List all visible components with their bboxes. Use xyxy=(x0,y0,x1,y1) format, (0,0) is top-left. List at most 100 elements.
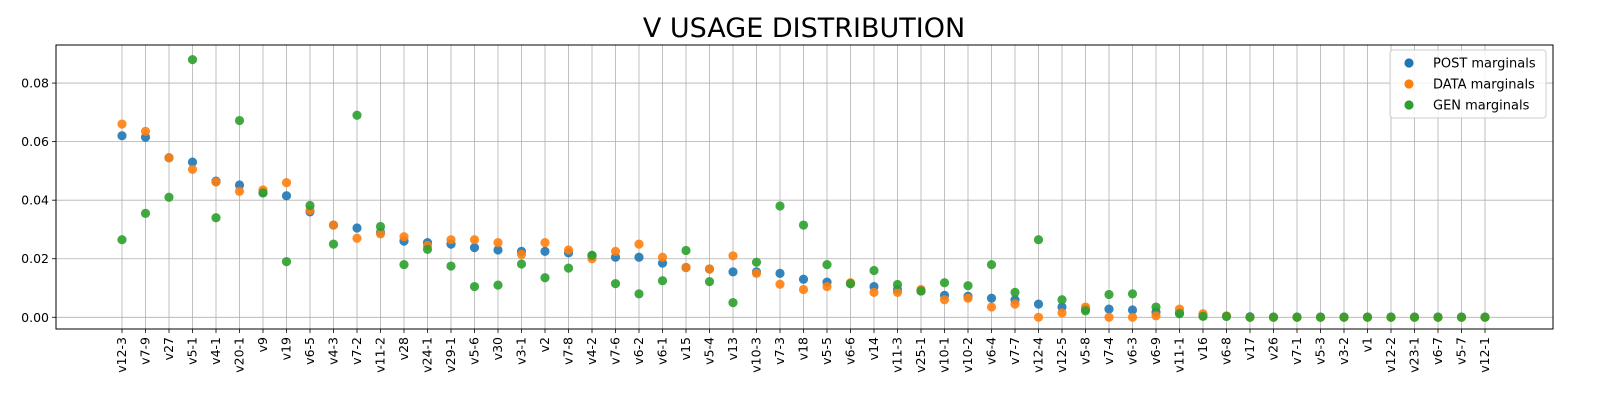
point-gen xyxy=(117,235,127,245)
point-gen xyxy=(751,257,762,267)
point-post xyxy=(775,268,785,278)
point-data xyxy=(211,177,221,187)
x-tick-label: v6-1 xyxy=(655,337,670,365)
point-gen xyxy=(845,279,856,289)
point-gen xyxy=(1315,312,1326,322)
point-data xyxy=(140,126,151,136)
point-gen xyxy=(1480,312,1490,322)
x-tick-label: v6-4 xyxy=(984,337,999,365)
point-data xyxy=(469,235,480,245)
point-gen xyxy=(1409,312,1420,322)
point-data xyxy=(775,279,785,289)
point-gen xyxy=(986,259,997,270)
point-gen xyxy=(775,201,785,211)
x-tick-label: v4-2 xyxy=(584,337,599,365)
y-tick-label: 0.02 xyxy=(21,251,49,266)
point-gen xyxy=(493,280,503,290)
x-tick-label: v14 xyxy=(866,337,881,360)
point-data xyxy=(798,284,809,295)
x-tick-label: v7-7 xyxy=(1007,337,1022,365)
point-gen xyxy=(610,279,621,289)
x-tick-label: v23-1 xyxy=(1407,337,1422,373)
x-tick-label: v12-4 xyxy=(1031,337,1046,373)
x-tick-label: v7-9 xyxy=(138,337,153,365)
point-post xyxy=(234,180,245,190)
point-data xyxy=(1010,299,1020,309)
point-post xyxy=(1033,299,1044,309)
point-gen xyxy=(869,265,879,276)
point-data xyxy=(704,264,715,274)
y-axis: 0.00 0.02 0.04 0.06 0.08 xyxy=(21,76,56,325)
x-tick-label: v13 xyxy=(725,337,740,360)
point-gen xyxy=(1268,312,1279,322)
x-tick-label: v6-7 xyxy=(1430,337,1445,365)
point-post xyxy=(986,293,997,303)
x-tick-label: v12-2 xyxy=(1383,337,1398,373)
x-tick-label: v20-1 xyxy=(232,337,247,373)
point-gen xyxy=(140,208,151,218)
point-gen xyxy=(1080,306,1091,316)
point-post xyxy=(540,246,550,257)
x-tick-label: v6-6 xyxy=(843,337,858,365)
point-gen xyxy=(1151,302,1161,312)
x-tick-label: v5-5 xyxy=(819,337,834,365)
point-gen xyxy=(1221,311,1232,322)
point-gen xyxy=(798,220,809,230)
point-post xyxy=(493,245,503,255)
x-tick-label: v6-8 xyxy=(1219,337,1234,365)
point-gen xyxy=(1033,235,1044,245)
x-tick-label: v27 xyxy=(161,337,176,360)
point-data xyxy=(352,233,362,243)
y-tick-label: 0.08 xyxy=(21,76,49,91)
point-gen xyxy=(211,213,221,223)
point-data xyxy=(234,186,245,196)
x-tick-label: v7-8 xyxy=(561,337,576,365)
point-gen xyxy=(963,281,973,291)
point-gen xyxy=(422,244,433,254)
point-post xyxy=(798,274,809,284)
x-tick-label: v17 xyxy=(1242,337,1257,360)
point-gen xyxy=(1104,289,1114,300)
point-gen xyxy=(375,221,386,232)
point-gen xyxy=(187,55,198,65)
point-data xyxy=(681,262,691,273)
x-tick-label: v12-5 xyxy=(1054,337,1069,373)
point-data xyxy=(869,287,879,298)
point-data xyxy=(328,220,339,230)
point-data xyxy=(187,164,198,175)
point-gen xyxy=(1292,312,1302,322)
x-tick-label: v28 xyxy=(396,337,411,360)
point-post xyxy=(1104,304,1114,314)
point-data xyxy=(939,295,950,305)
y-tick-label: 0.06 xyxy=(21,134,49,149)
point-post xyxy=(1127,305,1138,315)
point-data xyxy=(1151,311,1161,321)
point-post xyxy=(117,131,127,141)
x-tick-label: v7-4 xyxy=(1101,337,1116,365)
point-data xyxy=(493,238,503,248)
point-gen xyxy=(540,273,550,283)
x-tick-label: v5-1 xyxy=(185,337,200,365)
point-data xyxy=(1057,308,1067,318)
x-tick-label: v5-8 xyxy=(1078,337,1093,365)
x-tick-label: v15 xyxy=(678,337,693,360)
point-gen xyxy=(587,250,597,260)
x-tick-label: v5-4 xyxy=(702,337,717,365)
point-post xyxy=(352,223,362,233)
point-data xyxy=(728,251,738,261)
x-tick-label: v11-1 xyxy=(1172,337,1187,373)
x-tick-label: v5-6 xyxy=(467,337,482,365)
point-data xyxy=(1104,312,1114,322)
point-gen xyxy=(916,286,926,296)
x-tick-label: v10-1 xyxy=(937,337,952,373)
x-tick-label: v11-2 xyxy=(373,337,388,373)
point-gen xyxy=(399,259,409,270)
legend-label: POST marginals xyxy=(1433,57,1536,72)
point-gen xyxy=(1057,295,1067,305)
x-tick-label: v9 xyxy=(255,337,270,352)
point-data xyxy=(657,252,668,262)
x-tick-label: v7-2 xyxy=(349,337,364,365)
x-tick-label: v29-1 xyxy=(443,337,458,373)
legend-marker xyxy=(1404,79,1414,89)
